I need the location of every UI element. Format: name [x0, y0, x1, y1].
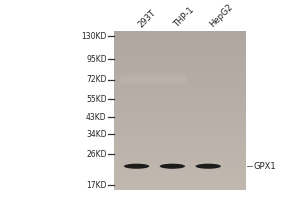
Text: 43KD: 43KD [86, 113, 107, 122]
Text: 130KD: 130KD [81, 32, 107, 41]
Text: 293T: 293T [136, 8, 158, 29]
Text: GPX1: GPX1 [253, 162, 276, 171]
Text: THP-1: THP-1 [172, 6, 196, 29]
Text: 72KD: 72KD [86, 75, 107, 84]
Text: 17KD: 17KD [86, 181, 107, 190]
Text: 26KD: 26KD [86, 150, 107, 159]
Ellipse shape [160, 164, 185, 169]
Ellipse shape [124, 164, 149, 169]
Ellipse shape [196, 164, 221, 169]
Text: HepG2: HepG2 [208, 3, 235, 29]
Text: 95KD: 95KD [86, 55, 107, 64]
Text: 55KD: 55KD [86, 95, 107, 104]
Text: 34KD: 34KD [86, 130, 107, 139]
